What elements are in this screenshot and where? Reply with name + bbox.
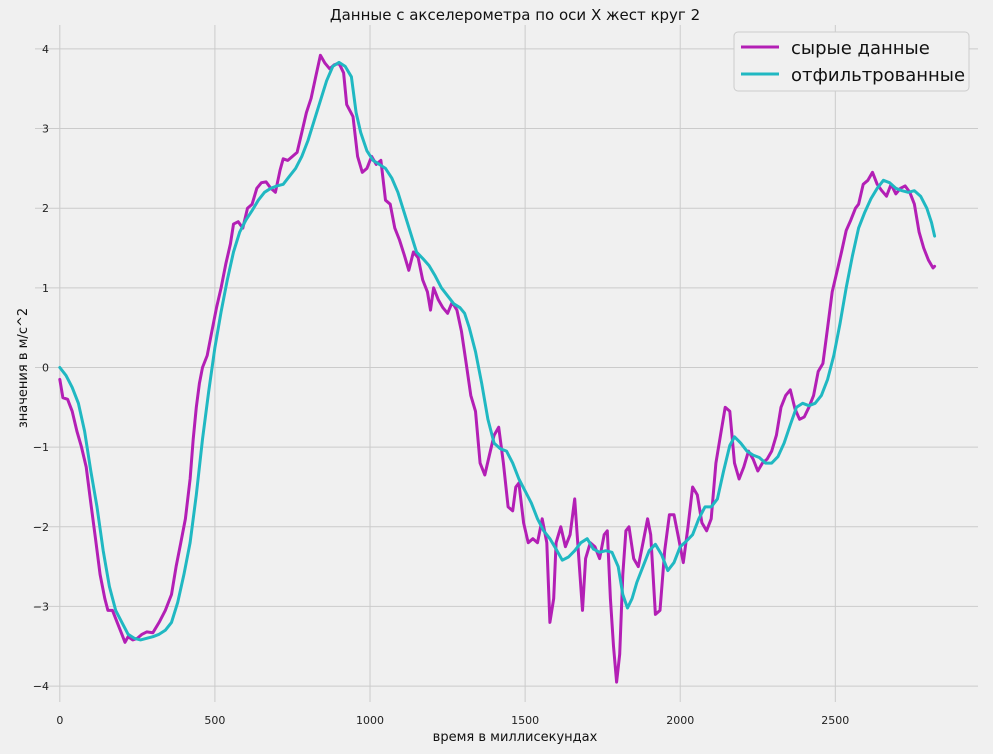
y-tick-label: 4: [42, 43, 49, 56]
grid: [35, 25, 978, 702]
legend-label-filtered: отфильтрованные: [791, 65, 965, 86]
chart-title: Данные с акселерометра по оси X жест кру…: [330, 6, 700, 24]
y-tick-label: −2: [33, 521, 49, 534]
legend: сырые данные отфильтрованные: [733, 31, 970, 92]
series-lines: [58, 53, 937, 684]
x-tick-label: 0: [56, 714, 63, 727]
y-tick-label: 3: [42, 123, 49, 136]
x-tick-label: 2500: [821, 714, 849, 727]
y-tick-label: −1: [33, 441, 49, 454]
y-tick-label: 2: [42, 202, 49, 215]
y-tick-label: −4: [33, 680, 49, 693]
y-tick-label: 1: [42, 282, 49, 295]
x-tick-label: 1000: [356, 714, 384, 727]
y-axis-label: значения в м/с^2: [16, 308, 31, 428]
legend-frame: [733, 31, 970, 92]
tick-labels: 0 500 1000 1500 2000 2500 −4 −3 −2 −1 0 1 2 3 4: [33, 43, 850, 727]
y-tick-label: −3: [33, 600, 49, 613]
legend-label-raw: сырые данные: [791, 38, 930, 59]
series-line-raw: [58, 53, 937, 684]
y-tick-label: 0: [42, 361, 49, 374]
x-tick-label: 500: [204, 714, 225, 727]
x-axis-label: время в миллисекундах: [433, 730, 598, 745]
series-line-filtered: [58, 60, 937, 642]
x-tick-label: 1500: [511, 714, 539, 727]
x-tick-label: 2000: [666, 714, 694, 727]
